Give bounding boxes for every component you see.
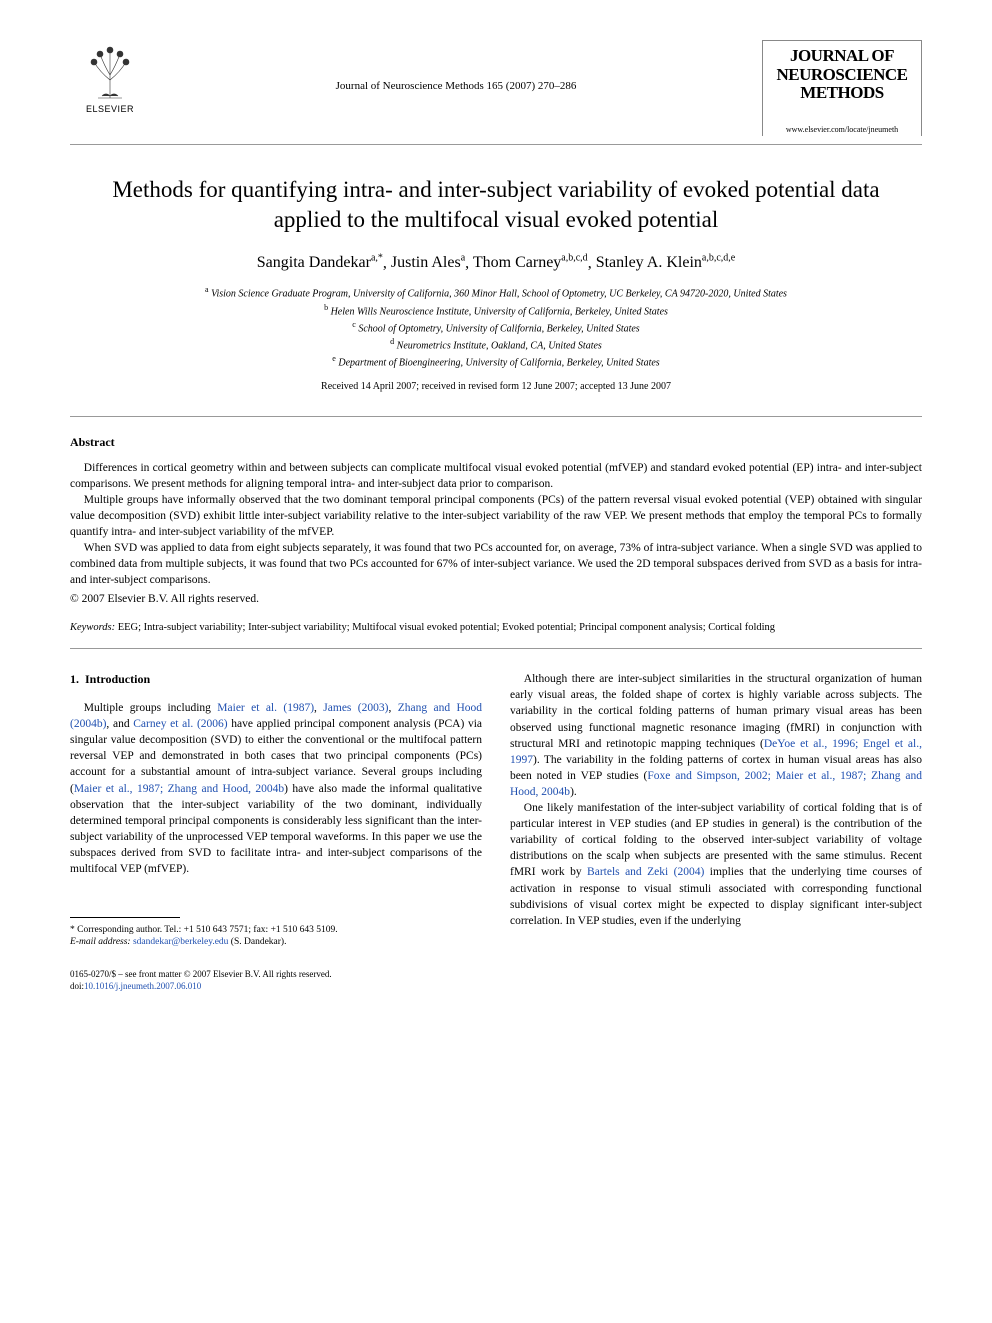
author: Stanley A. Kleina,b,c,d,e [596, 254, 736, 271]
corresponding-author-footnote: * Corresponding author. Tel.: +1 510 643… [70, 924, 482, 949]
left-column: 1. Introduction Multiple groups includin… [70, 671, 482, 949]
email-link[interactable]: sdandekar@berkeley.edu [133, 937, 228, 947]
affiliation: e Department of Bioengineering, Universi… [70, 353, 922, 370]
citation-link[interactable]: Maier et al. (1987) [217, 702, 314, 714]
copyright-line: © 2007 Elsevier B.V. All rights reserved… [70, 591, 922, 607]
footnote-email-line: E-mail address: sdandekar@berkeley.edu (… [70, 936, 482, 948]
journal-name-line3: METHODS [767, 84, 917, 103]
journal-name: JOURNAL OF NEUROSCIENCE METHODS [767, 47, 917, 103]
abstract-heading: Abstract [70, 435, 922, 450]
section-heading: 1. Introduction [70, 671, 482, 688]
body-paragraph: Although there are inter-subject similar… [510, 671, 922, 800]
body-columns: 1. Introduction Multiple groups includin… [70, 671, 922, 949]
journal-title-block: JOURNAL OF NEUROSCIENCE METHODS www.else… [762, 40, 922, 136]
footnote-corr: * Corresponding author. Tel.: +1 510 643… [70, 924, 482, 936]
publisher-label: ELSEVIER [86, 104, 134, 114]
keywords-text: EEG; Intra-subject variability; Inter-su… [118, 622, 775, 633]
article-title: Methods for quantifying intra- and inter… [70, 175, 922, 235]
author: Justin Alesa [391, 254, 465, 271]
citation-link[interactable]: Carney et al. (2006) [133, 718, 227, 730]
abstract-paragraph: Multiple groups have informally observed… [70, 492, 922, 540]
affiliation: a Vision Science Graduate Program, Unive… [70, 284, 922, 301]
divider [70, 416, 922, 417]
page-footer: 0165-0270/$ – see front matter © 2007 El… [70, 969, 922, 992]
affiliation: d Neurometrics Institute, Oakland, CA, U… [70, 336, 922, 353]
keywords-label: Keywords: [70, 622, 115, 633]
affiliation: b Helen Wills Neuroscience Institute, Un… [70, 302, 922, 319]
author: Thom Carneya,b,c,d [473, 254, 588, 271]
journal-url: www.elsevier.com/locate/jneumeth [767, 125, 917, 134]
author: Sangita Dandekara,* [257, 254, 383, 271]
journal-reference: Journal of Neuroscience Methods 165 (200… [150, 40, 762, 92]
footer-copyright: 0165-0270/$ – see front matter © 2007 El… [70, 969, 922, 981]
citation-link[interactable]: James (2003) [323, 702, 388, 714]
author-list: Sangita Dandekara,*, Justin Alesa, Thom … [70, 253, 922, 272]
abstract-paragraph: When SVD was applied to data from eight … [70, 540, 922, 588]
footer-doi: doi:10.1016/j.jneumeth.2007.06.010 [70, 981, 922, 993]
article-dates: Received 14 April 2007; received in revi… [70, 381, 922, 392]
citation-link[interactable]: Maier et al., 1987; Zhang and Hood, 2004… [74, 783, 284, 795]
affiliation: c School of Optometry, University of Cal… [70, 319, 922, 336]
citation-link[interactable]: Bartels and Zeki (2004) [587, 866, 704, 878]
page-header: ELSEVIER Journal of Neuroscience Methods… [70, 40, 922, 145]
publisher-logo: ELSEVIER [70, 40, 150, 114]
journal-name-line1: JOURNAL OF [767, 47, 917, 66]
doi-link[interactable]: 10.1016/j.jneumeth.2007.06.010 [84, 981, 201, 991]
affiliations: a Vision Science Graduate Program, Unive… [70, 284, 922, 371]
abstract-paragraph: Differences in cortical geometry within … [70, 460, 922, 492]
divider [70, 648, 922, 649]
journal-name-line2: NEUROSCIENCE [767, 66, 917, 85]
abstract-body: Differences in cortical geometry within … [70, 460, 922, 607]
footnote-rule [70, 917, 180, 918]
body-paragraph: Multiple groups including Maier et al. (… [70, 700, 482, 877]
elsevier-tree-icon [80, 40, 140, 100]
keywords: Keywords: EEG; Intra-subject variability… [70, 621, 922, 635]
body-paragraph: One likely manifestation of the inter-su… [510, 800, 922, 929]
right-column: Although there are inter-subject similar… [510, 671, 922, 949]
